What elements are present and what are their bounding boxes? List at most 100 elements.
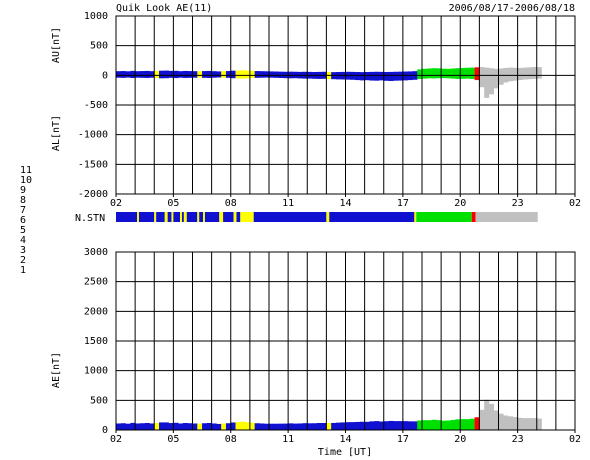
range-bar — [402, 71, 408, 81]
legend-label: 8 — [20, 195, 26, 206]
area-bar — [503, 415, 509, 430]
range-bar — [508, 67, 514, 82]
range-bar — [378, 71, 385, 81]
area-bar — [288, 423, 294, 430]
area-bar — [139, 423, 145, 430]
range-bar — [240, 70, 246, 79]
y-tick-label: -500 — [84, 100, 108, 111]
area-bar — [130, 422, 136, 430]
range-bar — [135, 71, 141, 78]
range-bar — [455, 68, 461, 79]
range-bar — [187, 71, 193, 78]
station-segment — [156, 212, 165, 222]
range-bar — [159, 70, 165, 79]
x-tick-label: 23 — [512, 434, 524, 445]
area-bar — [159, 422, 165, 430]
area-bar — [498, 413, 504, 430]
y-axis-label: AE[nT] — [51, 352, 62, 388]
legend-label: 5 — [20, 225, 26, 236]
y-tick-label: 2000 — [84, 306, 108, 317]
x-tick-label: 02 — [110, 198, 122, 209]
y-axis-label: AU[nT] — [51, 27, 62, 63]
range-bar — [398, 71, 404, 81]
area-bar — [249, 422, 255, 430]
range-bar — [355, 72, 361, 81]
area-bar — [484, 399, 490, 430]
x-axis-label: Time [UT] — [318, 447, 372, 458]
range-bar — [211, 71, 217, 78]
area-bar — [393, 421, 399, 430]
x-tick-label: 14 — [339, 434, 351, 445]
range-bar — [484, 67, 490, 98]
area-bar — [412, 421, 418, 430]
area-bar — [321, 422, 327, 430]
x-tick-label: 08 — [225, 434, 237, 445]
area-bar — [307, 423, 313, 430]
station-segment — [138, 212, 155, 222]
y-tick-label: -1000 — [78, 130, 108, 141]
range-bar — [522, 67, 528, 80]
range-bar — [192, 71, 198, 78]
area-bar — [245, 422, 251, 430]
range-bar — [144, 70, 150, 78]
area-bar — [163, 422, 169, 430]
area-bar — [517, 417, 523, 430]
plot-frame — [115, 251, 576, 431]
range-bar — [498, 68, 504, 85]
area-bar — [488, 403, 495, 430]
station-segment — [197, 212, 200, 222]
area-bar — [426, 420, 432, 430]
station-segment — [203, 212, 205, 222]
area-bar — [182, 422, 189, 430]
range-bar — [474, 67, 480, 81]
range-bar — [259, 71, 265, 78]
x-tick-label: 05 — [167, 198, 179, 209]
station-segment — [199, 212, 204, 222]
station-segment — [414, 212, 417, 222]
legend-label: 6 — [20, 215, 26, 226]
legend-label: 7 — [20, 205, 26, 216]
y-tick-label: 500 — [90, 395, 108, 406]
range-bar — [445, 68, 451, 79]
station-segment — [186, 212, 198, 222]
x-tick-label: 05 — [167, 434, 179, 445]
legend-label: 3 — [20, 245, 26, 256]
area-bar — [192, 423, 198, 430]
area-bar — [120, 423, 126, 430]
station-label: N.STN — [75, 213, 105, 224]
y-tick-label: 1500 — [84, 336, 108, 347]
area-bar — [465, 419, 471, 430]
range-bar — [154, 71, 160, 79]
y-tick-label: 2500 — [84, 277, 108, 288]
area-bar — [398, 421, 404, 430]
area-bar — [202, 423, 208, 430]
range-bar — [116, 71, 122, 78]
range-bar — [469, 67, 475, 79]
station-segment — [171, 212, 174, 222]
station-segment — [475, 212, 538, 222]
area-bar — [254, 423, 260, 430]
area-bar — [297, 423, 303, 430]
station-segment — [154, 212, 157, 222]
range-bar — [125, 71, 131, 78]
range-bar — [465, 67, 471, 79]
area-bar — [331, 422, 337, 430]
legend-label: 4 — [20, 235, 26, 246]
x-tick-label: 11 — [282, 198, 294, 209]
station-segment — [116, 212, 138, 222]
area-bar — [388, 420, 394, 430]
range-bar — [374, 71, 380, 81]
area-bar — [436, 420, 442, 430]
range-bar — [182, 70, 189, 78]
range-bar — [359, 72, 365, 81]
area-bar — [240, 421, 246, 430]
area-bar — [378, 421, 385, 430]
range-bar — [422, 68, 428, 79]
area-bar — [144, 422, 150, 430]
station-segment — [180, 212, 182, 222]
area-bar — [450, 419, 456, 430]
y-tick-label: 1000 — [84, 366, 108, 377]
area-bar — [292, 423, 298, 430]
x-tick-label: 02 — [569, 198, 581, 209]
